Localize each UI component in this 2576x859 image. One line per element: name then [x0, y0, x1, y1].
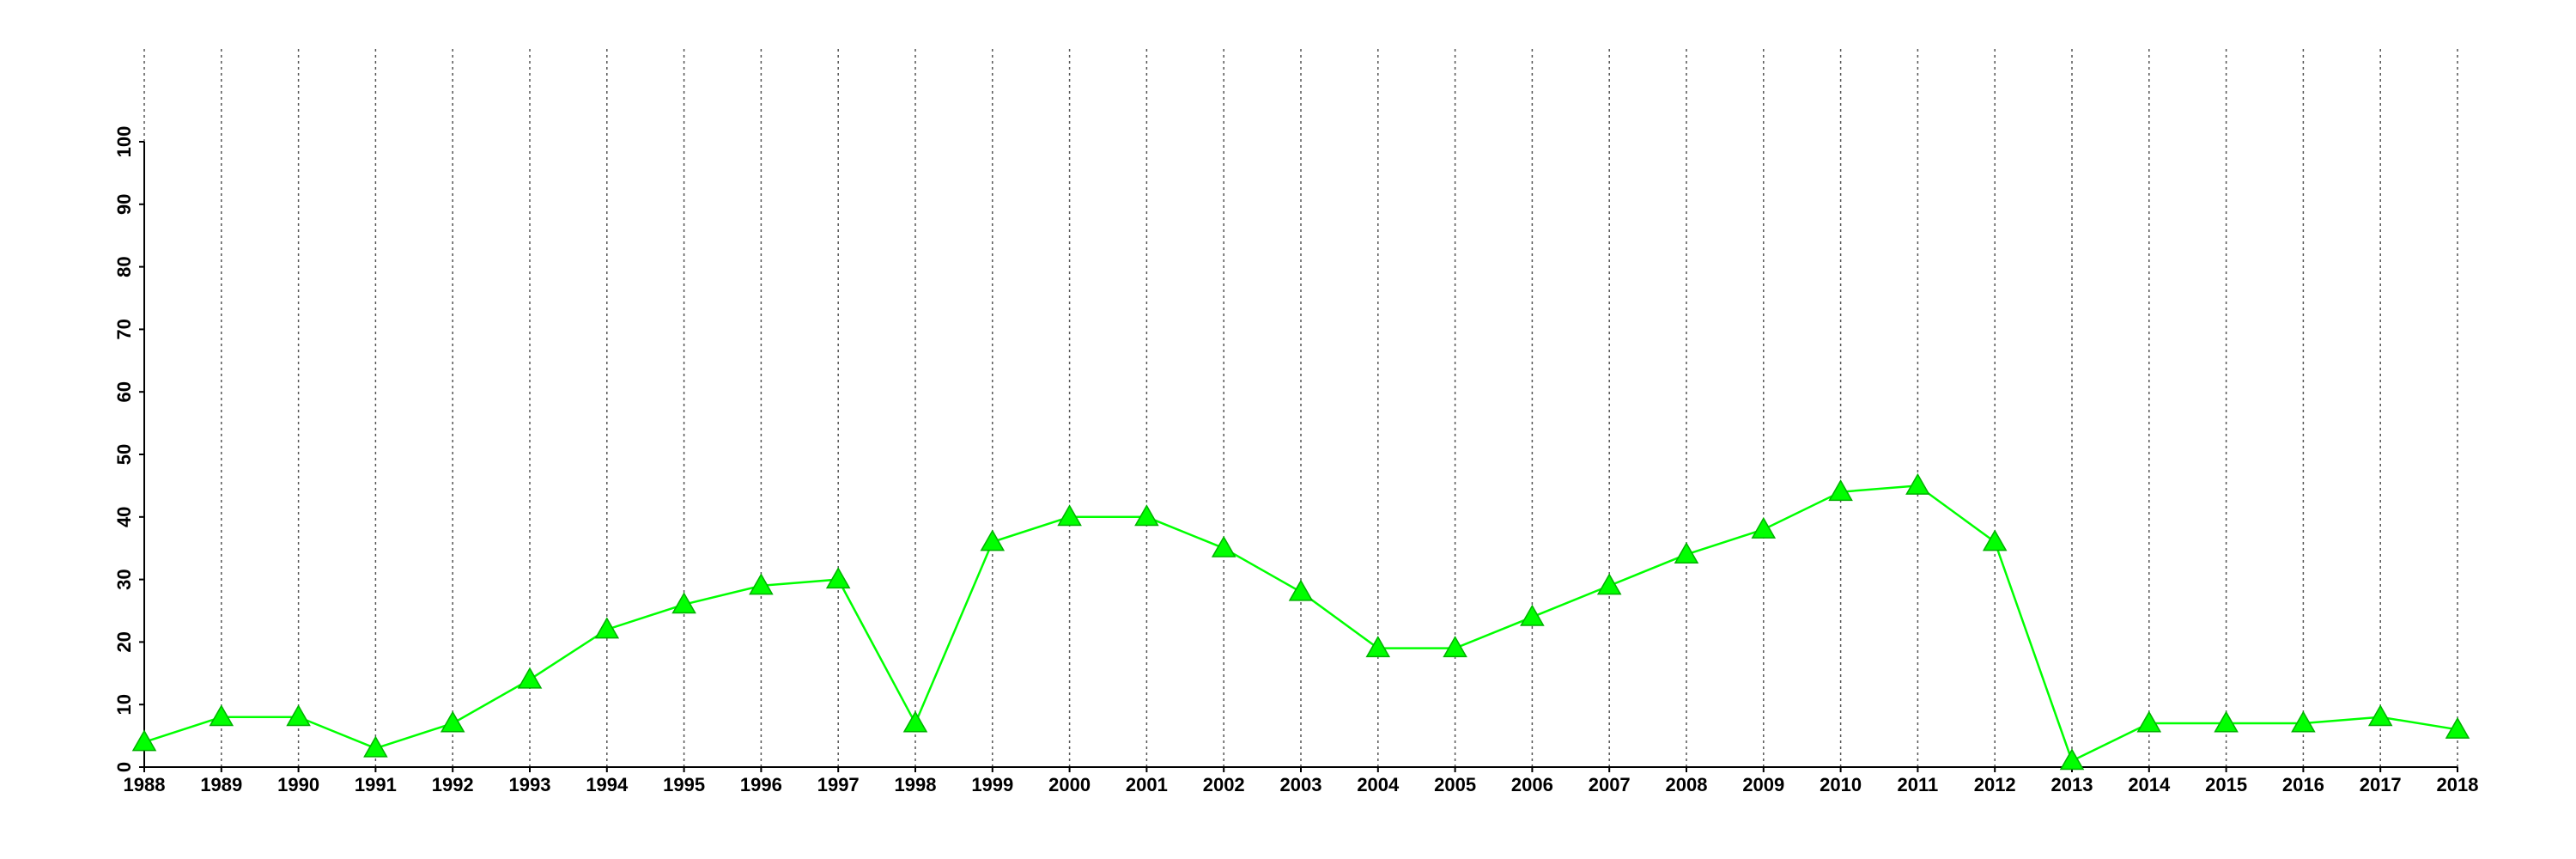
x-tick-label: 1990: [277, 774, 319, 795]
x-tick-label: 2016: [2282, 774, 2324, 795]
marker: [1828, 479, 1853, 502]
x-tick-label: 1994: [586, 774, 629, 795]
marker: [1443, 636, 1467, 658]
marker: [2445, 716, 2470, 739]
y-tick-label: 20: [113, 631, 135, 652]
x-tick-label: 2005: [1434, 774, 1476, 795]
x-tick-label: 2008: [1666, 774, 1708, 795]
marker: [825, 567, 851, 589]
y-tick-label: 70: [113, 319, 135, 339]
x-tick-label: 2011: [1898, 774, 1939, 795]
marker: [1134, 504, 1159, 527]
marker: [1365, 636, 1391, 658]
marker: [1751, 516, 1777, 539]
x-tick-label: 2014: [2128, 774, 2171, 795]
x-tick-label: 1996: [740, 774, 782, 795]
x-tick-label: 1995: [663, 774, 705, 795]
marker: [363, 735, 388, 758]
y-tick-label: 90: [113, 194, 135, 215]
marker: [980, 529, 1005, 551]
x-tick-label: 2007: [1589, 774, 1631, 795]
marker: [594, 617, 620, 639]
x-tick-label: 2013: [2051, 774, 2093, 795]
x-tick-label: 2010: [1820, 774, 1862, 795]
y-tick-label: 50: [113, 444, 135, 465]
marker: [131, 729, 157, 752]
x-tick-label: 1998: [895, 774, 937, 795]
marker: [902, 710, 928, 733]
x-tick-label: 1992: [432, 774, 474, 795]
marker: [517, 667, 543, 689]
marker: [2059, 748, 2085, 771]
y-tick-label: 40: [113, 507, 135, 527]
marker: [1520, 604, 1545, 626]
x-tick-label: 1993: [509, 774, 551, 795]
y-tick-label: 60: [113, 381, 135, 402]
y-tick-label: 80: [113, 256, 135, 277]
x-tick-label: 2004: [1357, 774, 1400, 795]
x-tick-label: 2000: [1048, 774, 1091, 795]
y-tick-label: 10: [113, 694, 135, 715]
marker: [2136, 710, 2162, 733]
y-tick-label: 100: [113, 126, 135, 158]
marker: [286, 704, 311, 727]
marker: [2214, 710, 2239, 733]
marker: [1674, 541, 1699, 564]
series-line: [143, 484, 2458, 763]
y-tick-label: 0: [113, 762, 135, 772]
x-tick-label: 1999: [971, 774, 1013, 795]
x-tick-label: 2001: [1126, 774, 1168, 795]
x-tick-label: 2015: [2205, 774, 2247, 795]
x-tick-label: 2002: [1203, 774, 1245, 795]
x-tick-label: 1988: [124, 774, 166, 795]
marker: [1982, 529, 2008, 551]
x-tick-label: 2009: [1742, 774, 1784, 795]
x-tick-label: 1991: [355, 774, 397, 795]
x-tick-label: 2018: [2437, 774, 2479, 795]
marker: [749, 573, 774, 595]
x-tick-label: 1989: [200, 774, 242, 795]
x-tick-label: 2012: [1974, 774, 2016, 795]
x-tick-label: 2017: [2360, 774, 2402, 795]
marker: [2367, 704, 2393, 727]
marker: [209, 704, 234, 727]
marker: [2291, 710, 2316, 733]
marker: [1211, 535, 1236, 557]
marker: [671, 592, 696, 614]
x-tick-label: 1997: [817, 774, 860, 795]
marker: [1905, 472, 1930, 495]
marker: [1288, 579, 1314, 601]
marker: [1057, 504, 1082, 527]
marker: [1596, 573, 1622, 595]
marker: [440, 710, 465, 733]
x-tick-label: 2003: [1280, 774, 1322, 795]
y-tick-label: 30: [113, 569, 135, 589]
x-tick-label: 2006: [1511, 774, 1553, 795]
